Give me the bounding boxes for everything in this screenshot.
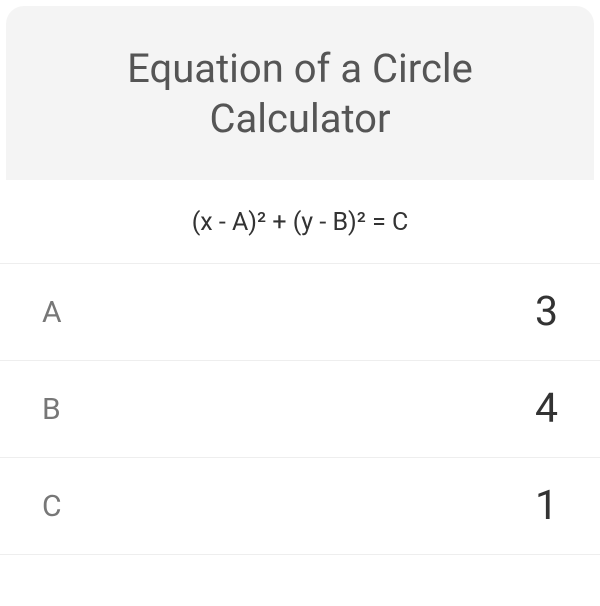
- row-label: C: [42, 489, 62, 524]
- calculator-card: Equation of a Circle Calculator (x - A)²…: [0, 6, 600, 606]
- row-value: 4: [535, 385, 558, 433]
- input-row-c[interactable]: C 1: [0, 458, 600, 555]
- formula-text: (x - A)² + (y - B)² = C: [20, 208, 580, 237]
- calculator-header: Equation of a Circle Calculator: [6, 6, 594, 180]
- page-title: Equation of a Circle Calculator: [46, 44, 554, 144]
- row-label: A: [42, 295, 62, 330]
- row-value: 3: [535, 288, 558, 336]
- input-row-a[interactable]: A 3: [0, 264, 600, 361]
- row-value: 1: [535, 482, 558, 530]
- formula-section: (x - A)² + (y - B)² = C: [0, 180, 600, 264]
- input-row-b[interactable]: B 4: [0, 361, 600, 458]
- row-label: B: [42, 392, 61, 427]
